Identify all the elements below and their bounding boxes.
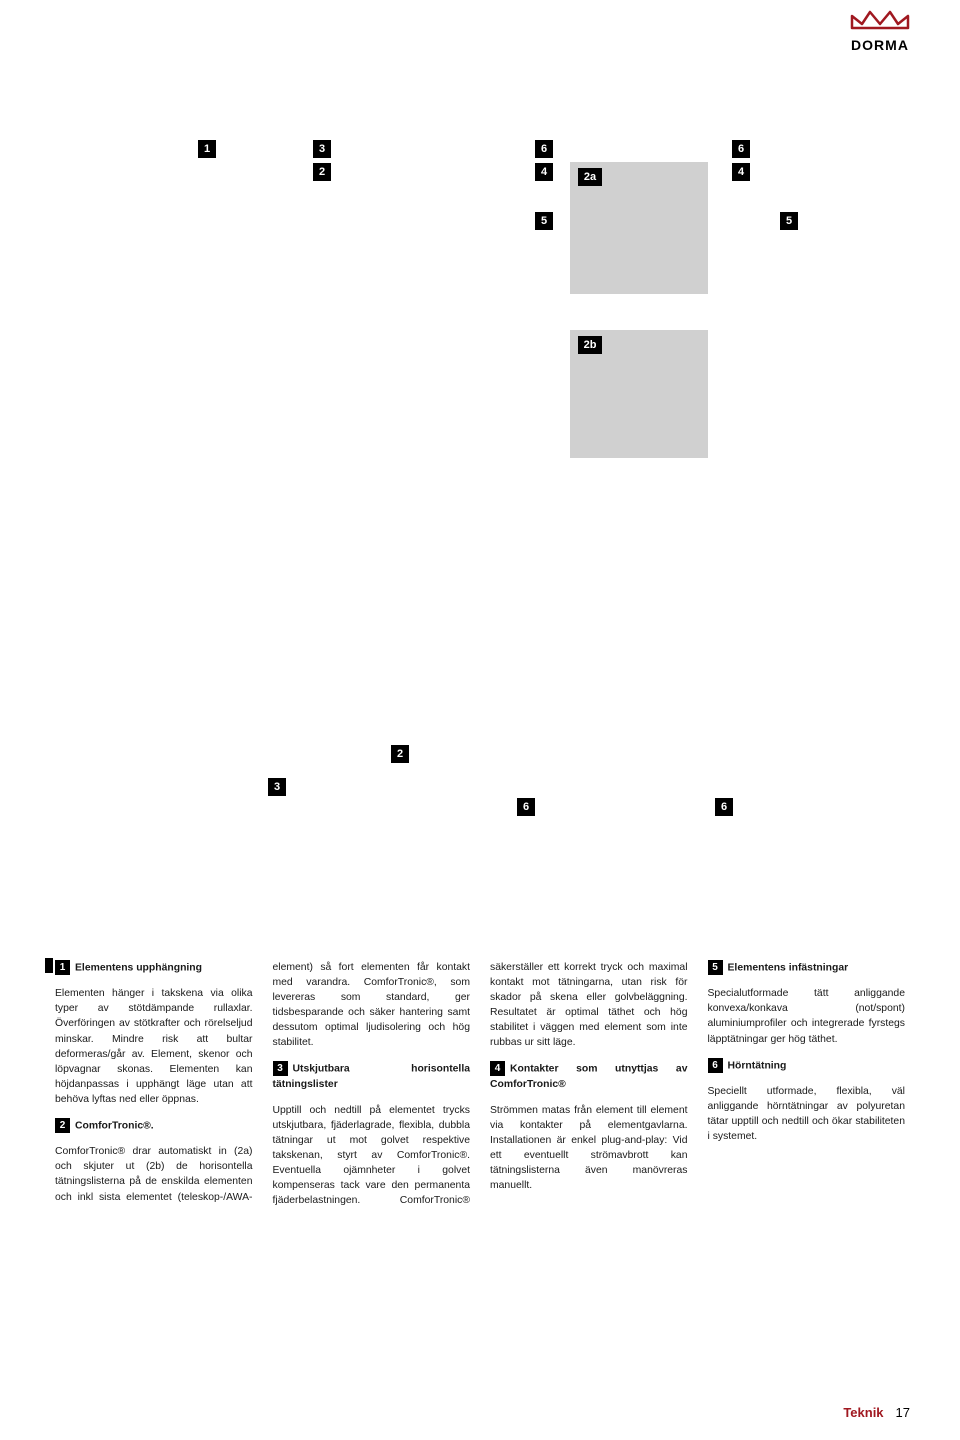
side-marker — [45, 958, 53, 973]
diagram-label-1: 1 — [198, 140, 216, 158]
diagram-label-2b: 2b — [578, 336, 602, 354]
heading-num-6: 6 — [708, 1058, 723, 1073]
heading-3: Utskjutbara horisontella tätningslister — [273, 1064, 471, 1090]
heading-num-1: 1 — [55, 960, 70, 975]
heading-num-4: 4 — [490, 1061, 505, 1076]
para-5: Specialutformade tätt anliggande konvexa… — [708, 986, 906, 1046]
heading-num-2: 2 — [55, 1118, 70, 1133]
heading-4: Kontakter som utnyttjas av ComforTronic® — [490, 1064, 688, 1090]
page-footer: Teknik 17 — [843, 1405, 910, 1420]
crown-icon — [850, 8, 910, 30]
heading-2: ComforTronic®. — [75, 1120, 154, 1131]
footer-page: 17 — [896, 1405, 910, 1420]
diagram-label-4-top-right: 4 — [732, 163, 750, 181]
heading-num-3: 3 — [273, 1061, 288, 1076]
para-1: Elementen hänger i takskena via olika ty… — [55, 986, 253, 1107]
diagram-label-2-top: 2 — [313, 163, 331, 181]
diagram-label-6-bottom-left: 6 — [517, 798, 535, 816]
brand-logo: DORMA — [850, 8, 910, 53]
diagram-label-5-mid-left: 5 — [535, 212, 553, 230]
diagram-label-4-top-mid: 4 — [535, 163, 553, 181]
diagram-label-3-top: 3 — [313, 140, 331, 158]
diagram-label-2a: 2a — [578, 168, 602, 186]
body-text: 1 Elementens upphängning Elementen hänger… — [55, 960, 905, 1360]
footer-section: Teknik — [843, 1405, 883, 1420]
heading-6: Hörntätning — [728, 1060, 787, 1071]
heading-5: Elementens infästningar — [728, 962, 849, 973]
heading-1: Elementens upphängning — [75, 962, 202, 973]
brand-text: DORMA — [850, 37, 910, 53]
para-6: Speciellt utformade, flexibla, väl anlig… — [708, 1084, 906, 1144]
para-4: Strömmen matas från element till element… — [490, 1103, 688, 1193]
diagram-label-5-mid-right: 5 — [780, 212, 798, 230]
technical-diagram: 1 3 2 6 4 2a 5 6 4 5 2b 2 3 6 6 — [140, 130, 860, 810]
heading-num-5: 5 — [708, 960, 723, 975]
diagram-label-2-bottom: 2 — [391, 745, 409, 763]
diagram-label-6-top-right: 6 — [732, 140, 750, 158]
diagram-label-3-bottom: 3 — [268, 778, 286, 796]
diagram-label-6-top-mid: 6 — [535, 140, 553, 158]
diagram-label-6-bottom-right: 6 — [715, 798, 733, 816]
